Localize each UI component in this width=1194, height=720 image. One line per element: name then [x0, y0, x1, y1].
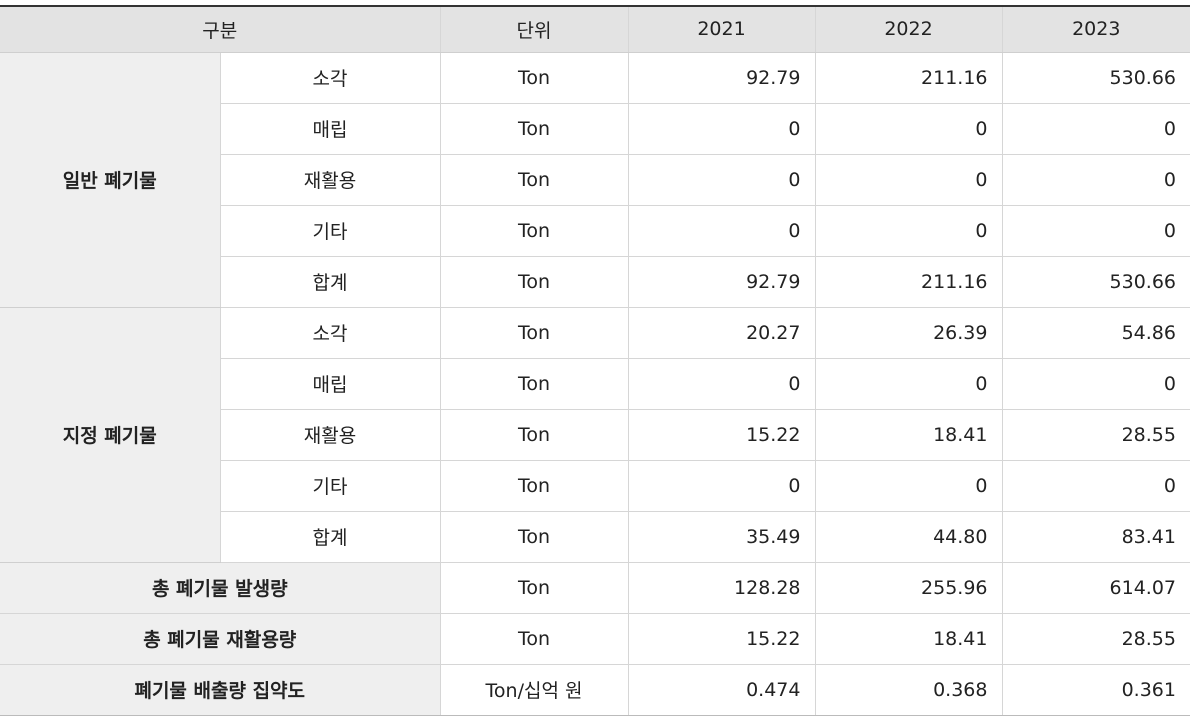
row-unit: Ton	[439, 51, 629, 104]
header-year-2023: 2023	[1001, 5, 1190, 53]
header-category: 구분	[0, 5, 441, 53]
cell-2023: 54.86	[1001, 306, 1190, 359]
header-unit: 단위	[439, 5, 629, 53]
header-year-2021: 2021	[627, 5, 816, 53]
cell-2022: 0	[814, 204, 1003, 257]
cell-2023: 0	[1001, 204, 1190, 257]
cell-2021: 0	[627, 102, 816, 155]
row-sub-label: 매립	[220, 102, 441, 155]
cell-2022: 211.16	[814, 255, 1003, 308]
table-row: 합계 Ton 92.79 211.16 530.66	[0, 255, 1190, 308]
header-year-2022: 2022	[814, 5, 1003, 53]
cell-2022: 44.80	[814, 510, 1003, 563]
cell-2021: 0	[627, 153, 816, 206]
summary-label: 총 폐기물 발생량	[0, 561, 441, 614]
row-unit: Ton	[439, 204, 629, 257]
cell-2023: 530.66	[1001, 255, 1190, 308]
row-unit: Ton	[439, 408, 629, 461]
cell-2023: 0	[1001, 102, 1190, 155]
cell-2022: 0	[814, 357, 1003, 410]
cell-2021: 0	[627, 204, 816, 257]
cell-2021: 0	[627, 357, 816, 410]
row-unit: Ton	[439, 255, 629, 308]
cell-2023: 83.41	[1001, 510, 1190, 563]
cell-2021: 92.79	[627, 51, 816, 104]
cell-2023: 614.07	[1001, 561, 1190, 614]
cell-2022: 0	[814, 153, 1003, 206]
cell-2023: 0	[1001, 459, 1190, 512]
row-sub-label: 합계	[220, 510, 441, 563]
cell-2023: 0.361	[1001, 663, 1190, 716]
cell-2022: 211.16	[814, 51, 1003, 104]
row-unit: Ton	[439, 306, 629, 359]
table-row: 매립 Ton 0 0 0	[0, 357, 1190, 410]
row-unit: Ton	[439, 612, 629, 665]
cell-2022: 18.41	[814, 408, 1003, 461]
cell-2021: 128.28	[627, 561, 816, 614]
row-sub-label: 소각	[219, 306, 441, 359]
summary-row-total-generation: 총 폐기물 발생량 Ton 128.28 255.96 614.07	[0, 561, 1190, 614]
cell-2023: 0	[1001, 357, 1190, 410]
row-sub-label: 재활용	[220, 153, 441, 206]
cell-2022: 0	[814, 459, 1003, 512]
table-row: 재활용 Ton 0 0 0	[0, 153, 1190, 206]
header-row: 구분 단위 2021 2022 2023	[0, 5, 1190, 53]
row-sub-label: 재활용	[220, 408, 441, 461]
row-unit: Ton	[439, 561, 629, 614]
summary-row-intensity: 폐기물 배출량 집약도 Ton/십억 원 0.474 0.368 0.361	[0, 663, 1190, 716]
row-sub-label: 기타	[220, 204, 441, 257]
table-row: 지정 폐기물 소각 Ton 20.27 26.39 54.86	[0, 306, 1190, 563]
cell-2023: 0	[1001, 153, 1190, 206]
cell-2023: 530.66	[1001, 51, 1190, 104]
cell-2022: 26.39	[814, 306, 1003, 359]
group-label-designated: 지정 폐기물	[0, 306, 221, 563]
row-unit: Ton	[439, 510, 629, 563]
row-unit: Ton	[439, 459, 629, 512]
waste-table: 구분 단위 2021 2022 2023 일반 폐기물 소각 Ton 92.79…	[0, 5, 1190, 716]
row-unit: Ton	[439, 357, 629, 410]
cell-2021: 15.22	[627, 612, 816, 665]
table-row: 합계 Ton 35.49 44.80 83.41	[0, 510, 1190, 563]
row-unit: Ton	[439, 102, 629, 155]
row-sub-label: 합계	[220, 255, 441, 308]
row-sub-label: 기타	[220, 459, 441, 512]
row-unit: Ton	[439, 153, 629, 206]
summary-label: 폐기물 배출량 집약도	[0, 663, 441, 716]
cell-2022: 18.41	[814, 612, 1003, 665]
cell-2022: 0.368	[814, 663, 1003, 716]
cell-2021: 20.27	[627, 306, 816, 359]
group-label-general: 일반 폐기물	[0, 51, 221, 308]
summary-label: 총 폐기물 재활용량	[0, 612, 441, 665]
cell-2022: 0	[814, 102, 1003, 155]
row-sub-label: 소각	[219, 51, 441, 104]
row-unit: Ton/십억 원	[439, 663, 629, 716]
table-row: 재활용 Ton 15.22 18.41 28.55	[0, 408, 1190, 461]
cell-2021: 0.474	[627, 663, 816, 716]
cell-2021: 35.49	[627, 510, 816, 563]
table-row: 일반 폐기물 소각 Ton 92.79 211.16 530.66	[0, 51, 1190, 308]
cell-2023: 28.55	[1001, 612, 1190, 665]
table-row: 기타 Ton 0 0 0	[0, 459, 1190, 512]
cell-2023: 28.55	[1001, 408, 1190, 461]
cell-2022: 255.96	[814, 561, 1003, 614]
table-row: 기타 Ton 0 0 0	[0, 204, 1190, 257]
cell-2021: 15.22	[627, 408, 816, 461]
cell-2021: 92.79	[627, 255, 816, 308]
row-sub-label: 매립	[220, 357, 441, 410]
summary-row-total-recycling: 총 폐기물 재활용량 Ton 15.22 18.41 28.55	[0, 612, 1190, 665]
cell-2021: 0	[627, 459, 816, 512]
